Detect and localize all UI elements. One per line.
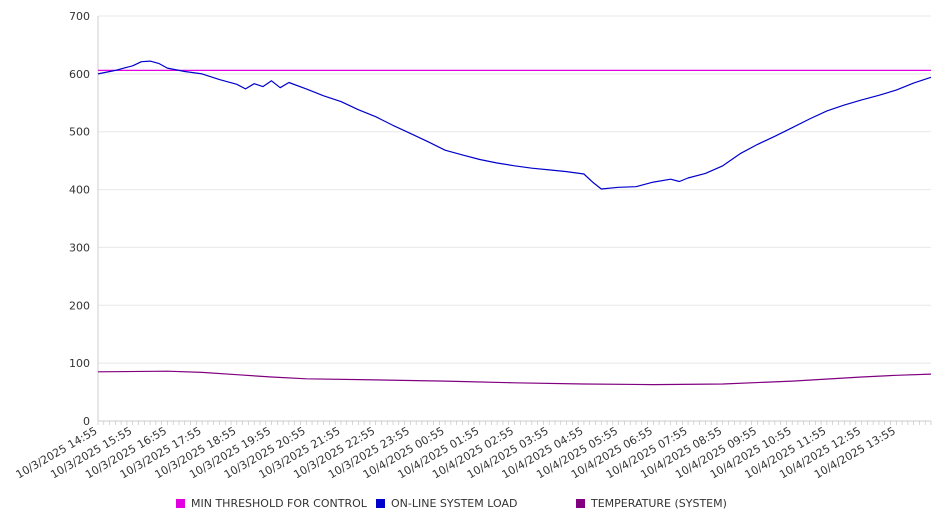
legend-item-system-load[interactable]: ON-LINE SYSTEM LOAD	[376, 497, 517, 510]
legend-label-min-threshold: MIN THRESHOLD FOR CONTROL	[191, 497, 367, 510]
legend-label-temperature: TEMPERATURE (SYSTEM)	[591, 497, 727, 510]
series-line-1	[97, 60, 932, 190]
legend-swatch-system-load	[376, 499, 385, 508]
axes	[97, 16, 931, 422]
y-tick-label-600: 600	[69, 68, 90, 81]
series-lines	[97, 60, 932, 386]
y-tick-label-300: 300	[69, 241, 90, 254]
legend-item-temperature[interactable]: TEMPERATURE (SYSTEM)	[576, 497, 727, 510]
legend: MIN THRESHOLD FOR CONTROL ON-LINE SYSTEM…	[0, 497, 946, 515]
legend-swatch-temperature	[576, 499, 585, 508]
y-tick-label-700: 700	[69, 10, 90, 23]
y-axis-ticks: 0 100 200 300 400 500 600 700	[69, 10, 90, 428]
y-tick-label-100: 100	[69, 357, 90, 370]
y-tick-label-200: 200	[69, 299, 90, 312]
y-tick-label-400: 400	[69, 184, 90, 197]
legend-item-min-threshold[interactable]: MIN THRESHOLD FOR CONTROL	[176, 497, 367, 510]
series-line-2	[97, 370, 932, 386]
legend-label-system-load: ON-LINE SYSTEM LOAD	[391, 497, 518, 510]
y-tick-label-500: 500	[69, 126, 90, 139]
legend-swatch-min-threshold	[176, 499, 185, 508]
y-tick-label-0: 0	[83, 415, 90, 428]
grid-lines	[98, 15, 931, 364]
